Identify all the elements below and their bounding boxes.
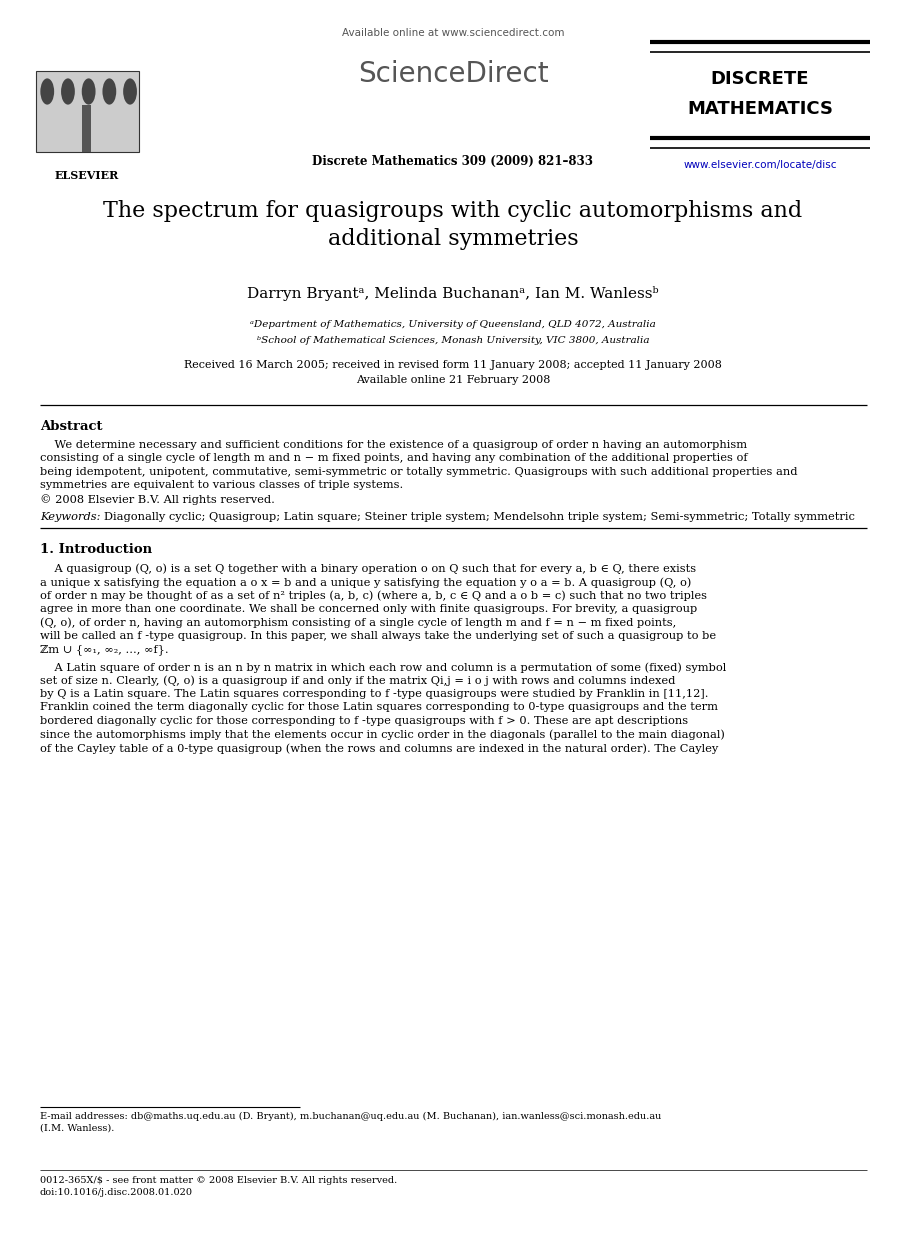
Ellipse shape [61,78,75,105]
Text: set of size n. Clearly, (Q, o) is a quasigroup if and only if the matrix Qi,j = : set of size n. Clearly, (Q, o) is a quas… [40,676,676,686]
Text: 1. Introduction: 1. Introduction [40,543,152,557]
Text: Available online at www.sciencedirect.com: Available online at www.sciencedirect.co… [342,28,564,38]
Ellipse shape [123,78,137,105]
Text: bordered diagonally cyclic for those corresponding to f -type quasigroups with f: bordered diagonally cyclic for those cor… [40,716,688,725]
Text: Discrete Mathematics 309 (2009) 821–833: Discrete Mathematics 309 (2009) 821–833 [313,155,593,168]
Text: will be called an f -type quasigroup. In this paper, we shall always take the un: will be called an f -type quasigroup. In… [40,631,717,641]
Text: ℤm ∪ {∞₁, ∞₂, ..., ∞f}.: ℤm ∪ {∞₁, ∞₂, ..., ∞f}. [40,645,169,655]
Text: Diagonally cyclic; Quasigroup; Latin square; Steiner triple system; Mendelsohn t: Diagonally cyclic; Quasigroup; Latin squ… [104,511,855,521]
Text: Franklin coined the term diagonally cyclic for those Latin squares corresponding: Franklin coined the term diagonally cycl… [40,702,718,713]
Text: Keywords:: Keywords: [40,511,104,521]
FancyBboxPatch shape [35,71,140,152]
Text: Darryn Bryantᵃ, Melinda Buchananᵃ, Ian M. Wanlessᵇ: Darryn Bryantᵃ, Melinda Buchananᵃ, Ian M… [248,286,658,301]
Text: consisting of a single cycle of length m and n − m fixed points, and having any : consisting of a single cycle of length m… [40,453,747,463]
Text: DISCRETE: DISCRETE [711,71,809,88]
Text: (I.M. Wanless).: (I.M. Wanless). [40,1124,114,1133]
Text: agree in more than one coordinate. We shall be concerned only with finite quasig: agree in more than one coordinate. We sh… [40,604,697,614]
Text: Received 16 March 2005; received in revised form 11 January 2008; accepted 11 Ja: Received 16 March 2005; received in revi… [184,360,722,370]
Text: Abstract: Abstract [40,420,102,433]
Text: (Q, o), of order n, having an automorphism consisting of a single cycle of lengt: (Q, o), of order n, having an automorphi… [40,618,677,628]
Ellipse shape [82,78,95,105]
Ellipse shape [102,78,116,105]
Text: a unique x satisfying the equation a o x = b and a unique y satisfying the equat: a unique x satisfying the equation a o x… [40,577,691,588]
Text: being idempotent, unipotent, commutative, semi-symmetric or totally symmetric. Q: being idempotent, unipotent, commutative… [40,467,797,477]
Text: of the Cayley table of a 0-type quasigroup (when the rows and columns are indexe: of the Cayley table of a 0-type quasigro… [40,743,718,754]
Text: doi:10.1016/j.disc.2008.01.020: doi:10.1016/j.disc.2008.01.020 [40,1188,193,1197]
Text: Available online 21 February 2008: Available online 21 February 2008 [356,375,551,385]
Text: We determine necessary and sufficient conditions for the existence of a quasigro: We determine necessary and sufficient co… [40,439,747,449]
Text: since the automorphisms imply that the elements occur in cyclic order in the dia: since the automorphisms imply that the e… [40,729,725,740]
Text: A Latin square of order n is an n by n matrix in which each row and column is a : A Latin square of order n is an n by n m… [40,662,727,672]
Text: by Q is a Latin square. The Latin squares corresponding to f -type quasigroups w: by Q is a Latin square. The Latin square… [40,690,708,699]
Text: 0012-365X/$ - see front matter © 2008 Elsevier B.V. All rights reserved.: 0012-365X/$ - see front matter © 2008 El… [40,1176,397,1185]
Text: E-mail addresses: db@maths.uq.edu.au (D. Bryant), m.buchanan@uq.edu.au (M. Bucha: E-mail addresses: db@maths.uq.edu.au (D.… [40,1112,661,1122]
Text: ᵃDepartment of Mathematics, University of Queensland, QLD 4072, Australia: ᵃDepartment of Mathematics, University o… [250,319,656,329]
Text: symmetries are equivalent to various classes of triple systems.: symmetries are equivalent to various cla… [40,480,404,490]
Text: ScienceDirect: ScienceDirect [357,59,549,88]
Text: ᵇSchool of Mathematical Sciences, Monash University, VIC 3800, Australia: ᵇSchool of Mathematical Sciences, Monash… [257,335,649,345]
Text: A quasigroup (Q, o) is a set Q together with a binary operation o on Q such that: A quasigroup (Q, o) is a set Q together … [40,563,697,574]
Text: additional symmetries: additional symmetries [327,228,579,250]
Text: of order n may be thought of as a set of n² triples (a, b, c) (where a, b, c ∈ Q: of order n may be thought of as a set of… [40,591,707,602]
Text: ELSEVIER: ELSEVIER [55,170,119,181]
Text: © 2008 Elsevier B.V. All rights reserved.: © 2008 Elsevier B.V. All rights reserved… [40,494,275,505]
Bar [82,105,91,152]
Ellipse shape [40,78,54,105]
Text: The spectrum for quasigroups with cyclic automorphisms and: The spectrum for quasigroups with cyclic… [103,201,803,222]
Text: www.elsevier.com/locate/disc: www.elsevier.com/locate/disc [683,160,837,170]
Text: MATHEMATICS: MATHEMATICS [687,100,833,118]
